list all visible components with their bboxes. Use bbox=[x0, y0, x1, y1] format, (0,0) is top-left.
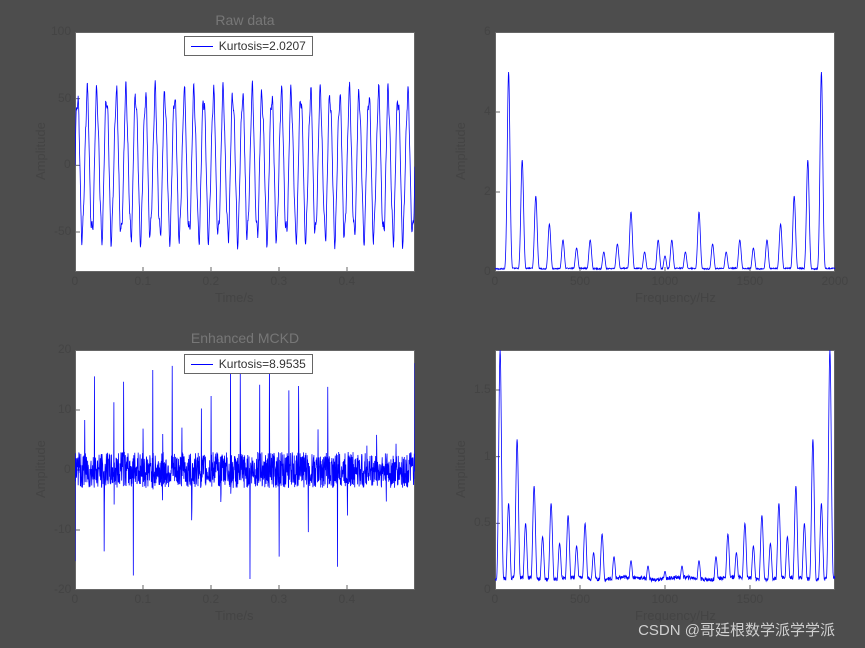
panel-bottom_right bbox=[495, 350, 835, 590]
ytick-label: -50 bbox=[54, 224, 71, 238]
legend-text: Kurtosis=2.0207 bbox=[219, 39, 306, 53]
ytick-label: 2 bbox=[484, 184, 491, 198]
xtick-label: 0 bbox=[72, 592, 79, 606]
panel-bottom_left bbox=[75, 350, 415, 590]
ytick-label: 4 bbox=[484, 104, 491, 118]
ytick-label: 0 bbox=[64, 462, 71, 476]
ytick-label: 50 bbox=[58, 91, 71, 105]
xtick-label: 0 bbox=[72, 274, 79, 288]
legend-line-icon bbox=[191, 46, 213, 47]
ytick-label: 10 bbox=[58, 402, 71, 416]
watermark: CSDN @哥廷根数学派学学派 bbox=[638, 619, 835, 640]
xtick-label: 0.1 bbox=[135, 592, 152, 606]
ytick-label: 1.5 bbox=[474, 382, 491, 396]
ytick-label: 0.5 bbox=[474, 515, 491, 529]
xtick-label: 0 bbox=[492, 592, 499, 606]
xlabel-top_right: Frequency/Hz bbox=[635, 290, 716, 305]
xtick-label: 0.4 bbox=[339, 592, 356, 606]
ylabel-bottom_left: Amplitude bbox=[33, 440, 48, 498]
ylabel-bottom_right: Amplitude bbox=[453, 440, 468, 498]
legend-line-icon bbox=[191, 364, 213, 365]
xtick-label: 0.2 bbox=[203, 592, 220, 606]
ytick-label: -10 bbox=[54, 522, 71, 536]
ylabel-top_left: Amplitude bbox=[33, 122, 48, 180]
xtick-label: 1500 bbox=[737, 592, 764, 606]
xtick-label: 0.3 bbox=[271, 592, 288, 606]
legend-bottom_left: Kurtosis=8.9535 bbox=[184, 354, 313, 374]
xtick-label: 500 bbox=[570, 592, 590, 606]
xtick-label: 1000 bbox=[652, 274, 679, 288]
ytick-label: 6 bbox=[484, 24, 491, 38]
xtick-label: 0.4 bbox=[339, 274, 356, 288]
panel-top_left bbox=[75, 32, 415, 272]
legend-top_left: Kurtosis=2.0207 bbox=[184, 36, 313, 56]
ylabel-top_right: Amplitude bbox=[453, 122, 468, 180]
ytick-label: 20 bbox=[58, 342, 71, 356]
title-bottom_left: Enhanced MCKD bbox=[75, 330, 415, 346]
ytick-label: 0 bbox=[64, 157, 71, 171]
title-top_left: Raw data bbox=[75, 12, 415, 28]
xtick-label: 0.1 bbox=[135, 274, 152, 288]
panel-top_right bbox=[495, 32, 835, 272]
xtick-label: 0 bbox=[492, 274, 499, 288]
xtick-label: 0.3 bbox=[271, 274, 288, 288]
ytick-label: 0 bbox=[484, 264, 491, 278]
xtick-label: 500 bbox=[570, 274, 590, 288]
xtick-label: 2000 bbox=[822, 274, 849, 288]
ytick-label: 0 bbox=[484, 582, 491, 596]
xlabel-top_left: Time/s bbox=[215, 290, 254, 305]
xtick-label: 1000 bbox=[652, 592, 679, 606]
xtick-label: 0.2 bbox=[203, 274, 220, 288]
xtick-label: 1500 bbox=[737, 274, 764, 288]
ytick-label: 1 bbox=[484, 449, 491, 463]
ytick-label: 100 bbox=[51, 24, 71, 38]
legend-text: Kurtosis=8.9535 bbox=[219, 357, 306, 371]
xlabel-bottom_left: Time/s bbox=[215, 608, 254, 623]
ytick-label: -20 bbox=[54, 582, 71, 596]
